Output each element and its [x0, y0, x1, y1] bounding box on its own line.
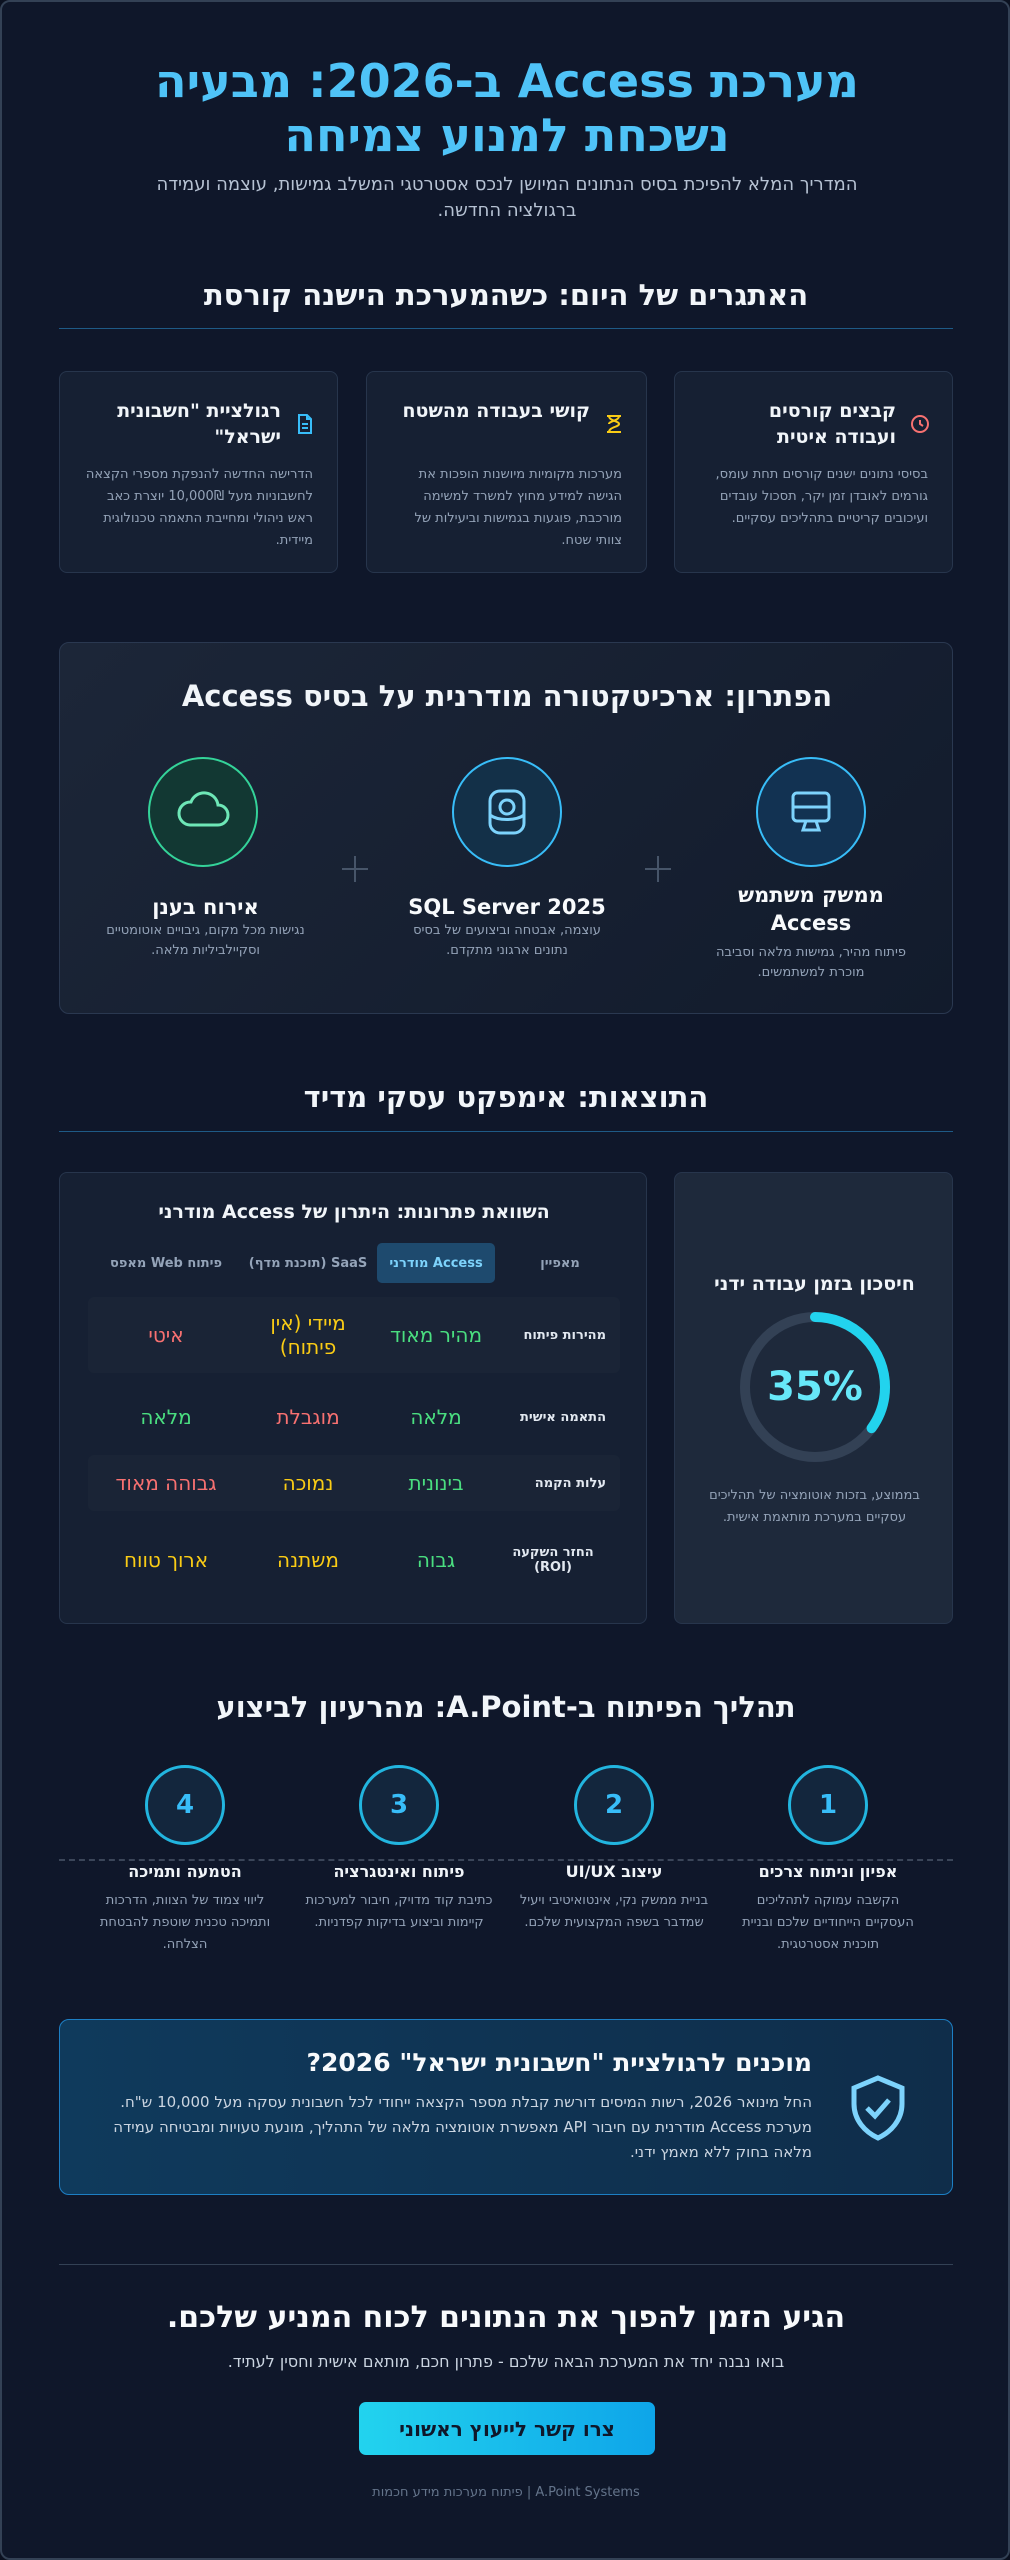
row-label: התאמה אישית [520, 1409, 606, 1425]
table-cell: מוגבלת [276, 1405, 340, 1429]
icon-circle [756, 757, 866, 867]
step-text: כתיבת קוד מדויק, חיבור למערכות קיימות וב… [305, 1893, 493, 1930]
footer: A.Point Systems | פיתוח מערכות מידע חכמו… [372, 2485, 640, 2500]
column-header: פיתוח Web מאפס [110, 1255, 222, 1271]
icon-hourglass [607, 415, 621, 433]
closing-title: הגיע הזמן להפוך את הנתונים לכוח המניע של… [166, 2300, 846, 2335]
table-cell: מהיר מאוד [389, 1323, 483, 1347]
ring-progress [740, 1312, 890, 1462]
item-title: ממשק משתמש Access [738, 883, 884, 935]
cta-text: החל מינואר 2026, רשות המיסים דורשת קבלת … [113, 2093, 812, 2161]
icon-shield [851, 2075, 905, 2141]
item-text: פיתוח מהיר, גמישות מלאה וסביבה מוכרת למש… [715, 945, 907, 980]
plus [645, 856, 671, 882]
item-title: אירוח בענן [152, 895, 259, 919]
icon-cloud [177, 791, 230, 827]
step-circle: 1 [788, 1765, 868, 1845]
challenge-card: קושי בעבודה מהשטח מערכות מקומיות מיושנות… [366, 371, 647, 573]
subtitle: המדריך המלא להפיכת בסיס הנתונים המיושן ל… [156, 174, 858, 221]
column-header: SaaS (תוכנת מדף) [248, 1255, 368, 1271]
stat-title: חיסכון בזמן עבודה ידני [714, 1273, 915, 1295]
table-cell: גבוה [416, 1548, 456, 1572]
step-title: עיצוב UI/UX [565, 1862, 663, 1881]
divider [59, 328, 953, 329]
item-text: עוצמה, אבטחה וביצועים של בסיס נתונים ארג… [413, 923, 601, 958]
stat-ring: 35% [740, 1312, 890, 1462]
column-header: מאפיין [540, 1255, 580, 1271]
table-cell: נמוכה [282, 1471, 334, 1495]
item-text: נגישות מכל מקום, גיבויים אוטומטיים וסקיי… [106, 923, 305, 958]
table-cell: מיידי (אין פיתוח) [270, 1311, 346, 1359]
step-title: פיתוח ואינטגרציה [333, 1862, 465, 1881]
divider [59, 1131, 953, 1132]
solution-panel: הפתרון: ארכיטקטורה מודרנית על בסיס Acces… [59, 642, 953, 1014]
row-label: עלות הקמה [534, 1475, 606, 1491]
step-text: בניית ממשק נקי, אינטואיטיבי ויעיל שמדבר … [519, 1893, 709, 1930]
card-title: קושי בעבודה מהשטח [402, 400, 591, 422]
divider [59, 2264, 953, 2265]
timeline [59, 1859, 953, 1861]
stat-card: חיסכון בזמן עבודה ידני 35% בממוצע, בזכות… [674, 1172, 953, 1624]
step-text: הקשבה עמוקה לתהליכים העסקיים הייחודיים ש… [742, 1893, 914, 1952]
solution-item: SQL Server 2025 עוצמה, אבטחה וביצועים של … [397, 893, 617, 961]
icon-document [298, 414, 312, 434]
closing-text: בואו נבנה יחד את המערכת הבאה שלכם - פתרו… [227, 2352, 785, 2371]
row-label: החזר השקעה (ROI) [512, 1545, 594, 1575]
section-heading: האתגרים של היום: כשהמערכת הישנה קורסת [203, 278, 809, 312]
card-text: הדרישה החדשה להנפקת מספרי הקצאה לחשבוניו… [85, 467, 313, 548]
plus [342, 856, 368, 882]
section-heading: הפתרון: ארכיטקטורה מודרנית על בסיס Acces… [181, 679, 833, 713]
step-circle: 4 [145, 1765, 225, 1845]
card-title: רגולציית "חשבונית ישראל" [117, 400, 281, 448]
table-cell: משתנה [277, 1548, 339, 1572]
row-background [88, 1455, 620, 1511]
icon-circle [148, 757, 258, 867]
card-text: מערכות מקומיות מיושנות הופכות את הגישה ל… [414, 467, 622, 548]
row-label: מהירות פיתוח [523, 1327, 606, 1343]
card-text: בסיסי נתונים ישנים קורסים תחת עומס, גורמ… [715, 467, 928, 526]
icon-clock [911, 415, 929, 433]
step-title: אפיון וניתוח צרכים [758, 1862, 898, 1881]
icon-circle [452, 757, 562, 867]
challenge-card: רגולציית "חשבונית ישראל" הדרישה החדשה לה… [59, 371, 338, 573]
item-title: SQL Server 2025 [408, 895, 606, 919]
table-cell: ארוך טווח [123, 1548, 209, 1572]
table-cell: איטי [148, 1323, 184, 1347]
challenge-card: קבצים קורסים ועבודה איטית בסיסי נתונים י… [674, 371, 953, 573]
icon-monitor [791, 791, 831, 832]
table-cell: מלאה [410, 1405, 462, 1429]
section-heading: התוצאות: אימפקט עסקי מדיד [303, 1080, 709, 1114]
step-text: ליווי צמוד של הצוות, הדרכות ותמיכה טכנית… [99, 1893, 271, 1952]
comparison-table: מאפיין Access מודרני SaaS (תוכנת מדף) פיתוח… [88, 1243, 620, 1613]
icon-database [488, 789, 526, 835]
table-cell: בינונית [408, 1471, 464, 1495]
stat-text: בממוצע, בזכות אוטומציה של תהליכים עסקיים… [709, 1488, 920, 1525]
step-circle: 3 [359, 1765, 439, 1845]
solution-item: אירוח בענן נגישות מכל מקום, גיבויים אוטומ… [98, 893, 313, 961]
solution-item: ממשק משתמש Access פיתוח מהיר, גמישות מלאה… [706, 881, 916, 983]
section-heading: תהליך הפיתוח ב-A.Point: מהרעיון לביצוע [216, 1690, 796, 1724]
comparison-panel: השוואת פתרונות: היתרון של Access מודרני … [59, 1172, 647, 1624]
page-title: מערכת Access ב-2026: מבעיה נשכחת למנוע צ… [155, 54, 859, 162]
cta-button[interactable]: צרו קשר לייעוץ ראשוני [359, 2402, 655, 2455]
stat-value: 35% [767, 1364, 863, 1410]
table-title: השוואת פתרונות: היתרון של Access מודרני [158, 1201, 550, 1223]
step-title: הטמעה ותמיכה [128, 1862, 242, 1881]
column-header: Access מודרני [377, 1243, 495, 1283]
cta-title: מוכנים לרגולציית "חשבונית ישראל" 2026? [306, 2048, 813, 2077]
table-cell: גבוהה מאוד [115, 1471, 217, 1495]
table-cell: מלאה [140, 1405, 192, 1429]
cta-box: מוכנים לרגולציית "חשבונית ישראל" 2026? ה… [59, 2019, 953, 2195]
step-circle: 2 [574, 1765, 654, 1845]
card-title: קבצים קורסים ועבודה איטית [768, 400, 896, 448]
row-background [88, 1297, 620, 1373]
